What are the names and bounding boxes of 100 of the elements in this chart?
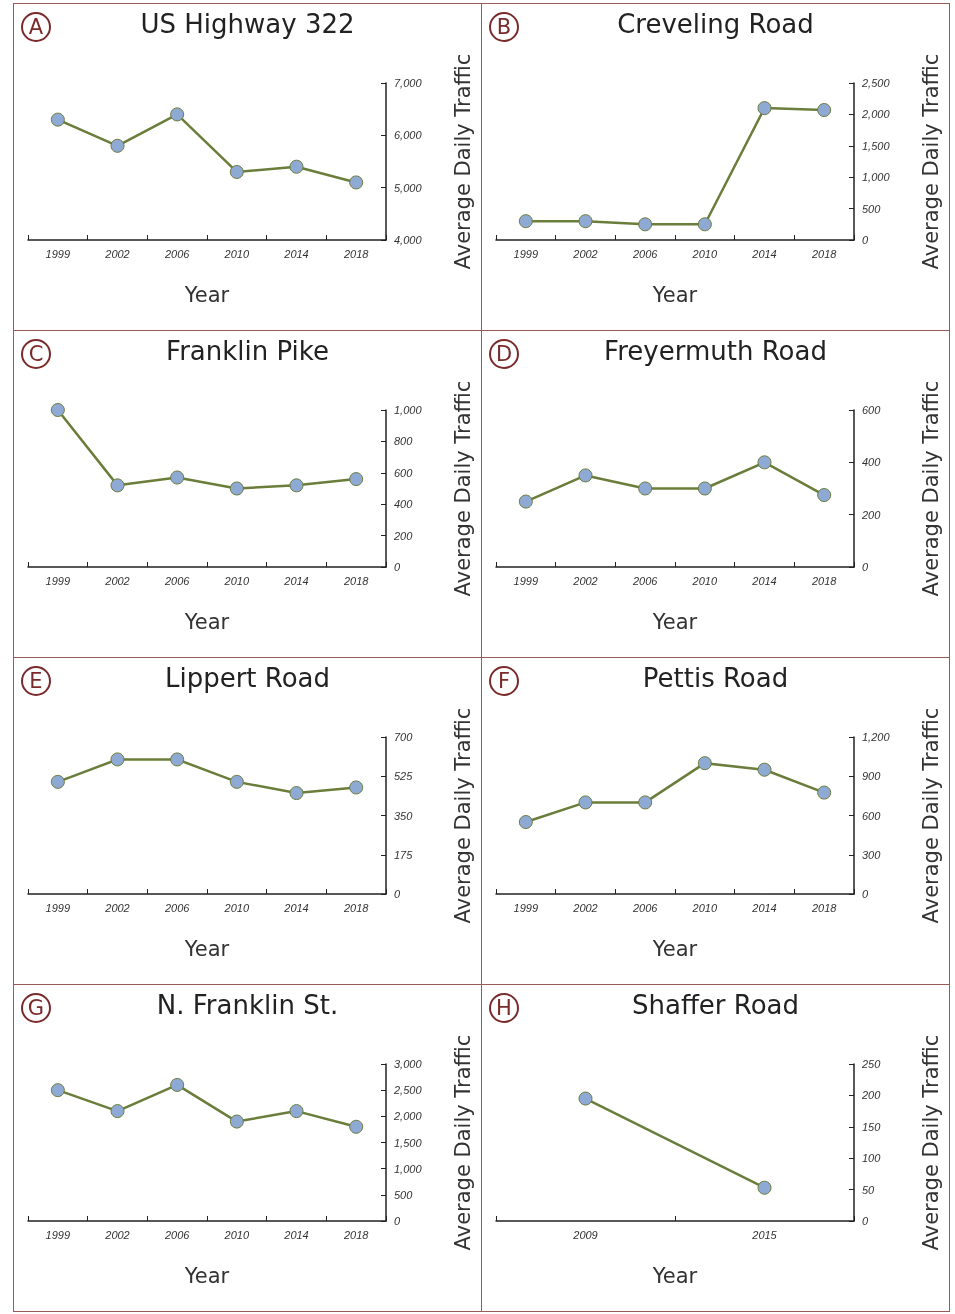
x-tick-label: 2014 — [283, 247, 309, 260]
x-tick-label: 2006 — [163, 574, 191, 587]
chart-title: Lippert Road — [164, 663, 331, 693]
point — [110, 752, 125, 767]
x-tick-label: 2002 — [104, 574, 130, 587]
point — [349, 472, 364, 487]
x-tick-label: 1999 — [45, 901, 71, 914]
y-tick-label: 200 — [861, 508, 882, 521]
y-tick-label: 4,000 — [394, 234, 423, 246]
y-tick-label: 2,500 — [393, 1084, 423, 1097]
point — [697, 756, 712, 771]
y-tick-label: 400 — [862, 456, 882, 469]
y-tick-label: 1,000 — [394, 404, 423, 416]
y-tick-label: 200 — [393, 529, 414, 542]
y-tick-label: 300 — [862, 848, 882, 861]
x-tick-label: 2006 — [163, 1228, 191, 1241]
point — [229, 1114, 244, 1129]
x-tick-label: 2006 — [163, 247, 191, 260]
x-tick-label: 2002 — [104, 901, 130, 914]
y-axis-title: Average Daily Traffic — [918, 707, 943, 924]
y-axis-title: Average Daily Traffic — [450, 53, 475, 270]
chart-title: Shaffer Road — [631, 990, 800, 1020]
point — [697, 217, 712, 232]
x-tick-label: 2010 — [223, 901, 250, 914]
y-tick-label: 2,500 — [861, 77, 891, 89]
y-tick-label: 1,200 — [862, 731, 891, 743]
x-tick-label: 2015 — [751, 1228, 778, 1241]
point — [110, 478, 125, 493]
point — [110, 138, 125, 153]
point — [289, 478, 304, 493]
point — [817, 103, 832, 117]
x-tick-label: 1999 — [513, 901, 539, 914]
y-tick-label: 600 — [862, 404, 882, 416]
y-tick-label: 900 — [862, 770, 882, 783]
point — [578, 214, 593, 229]
point — [349, 1119, 364, 1134]
x-tick-label: 2010 — [691, 574, 718, 587]
x-tick-label: 2002 — [572, 574, 598, 587]
y-axis-title: Average Daily Traffic — [918, 53, 943, 270]
point — [518, 214, 533, 229]
point — [349, 175, 364, 190]
y-tick-label: 0 — [394, 1215, 401, 1227]
x-tick-label: 2010 — [223, 247, 250, 260]
point — [638, 481, 653, 496]
x-axis-title: Year — [651, 936, 698, 961]
x-tick-label: 2014 — [751, 247, 777, 260]
y-axis-title: Average Daily Traffic — [450, 1034, 475, 1251]
y-tick-label: 3,000 — [394, 1058, 423, 1070]
point — [578, 795, 593, 810]
x-tick-label: 2018 — [810, 247, 838, 260]
y-tick-label: 500 — [862, 202, 882, 215]
point — [170, 470, 185, 485]
point — [578, 468, 593, 483]
y-tick-label: 600 — [862, 809, 882, 822]
y-tick-label: 0 — [862, 234, 869, 246]
point — [50, 112, 65, 127]
y-tick-label: 100 — [862, 1152, 882, 1165]
x-tick-label: 2010 — [223, 574, 250, 587]
y-tick-label: 2,000 — [861, 108, 891, 121]
x-tick-label: 1999 — [513, 574, 539, 587]
x-tick-label: 2014 — [751, 901, 777, 914]
point — [170, 752, 185, 767]
y-axis-title: Average Daily Traffic — [450, 380, 475, 597]
x-tick-label: 1999 — [513, 247, 539, 260]
x-tick-label: 2006 — [631, 247, 659, 260]
x-tick-label: 1999 — [45, 574, 71, 587]
x-axis-title: Year — [183, 609, 230, 634]
x-tick-label: 2014 — [283, 574, 309, 587]
x-axis-title: Year — [183, 282, 230, 307]
y-tick-label: 600 — [394, 466, 414, 479]
y-tick-label: 1,500 — [862, 139, 891, 152]
y-tick-label: 0 — [862, 1215, 869, 1227]
chart-title: Franklin Pike — [166, 336, 329, 366]
y-tick-label: 175 — [394, 848, 414, 861]
point — [817, 785, 832, 800]
point — [518, 815, 533, 830]
x-tick-label: 2018 — [810, 901, 838, 914]
point — [349, 780, 364, 795]
point — [757, 455, 772, 470]
x-tick-label: 2014 — [283, 1228, 309, 1241]
y-tick-label: 2,000 — [393, 1110, 423, 1123]
y-axis-title: Average Daily Traffic — [918, 380, 943, 597]
point — [170, 107, 185, 122]
point — [229, 481, 244, 496]
x-axis-title: Year — [651, 1263, 698, 1288]
x-tick-label: 2006 — [631, 901, 659, 914]
x-tick-label: 2006 — [631, 574, 659, 587]
y-tick-label: 0 — [862, 561, 869, 573]
chart-title: US Highway 322 — [140, 9, 355, 39]
point — [50, 403, 65, 417]
x-tick-label: 2018 — [342, 901, 370, 914]
x-tick-label: 2010 — [691, 247, 718, 260]
point — [50, 774, 65, 789]
y-axis-title: Average Daily Traffic — [450, 707, 475, 924]
y-tick-label: 350 — [394, 809, 414, 822]
x-tick-label: 2009 — [572, 1228, 598, 1241]
chart-title: N. Franklin St. — [156, 990, 339, 1020]
x-tick-label: 2018 — [342, 574, 370, 587]
y-tick-label: 0 — [394, 561, 401, 573]
x-tick-label: 2018 — [342, 247, 370, 260]
